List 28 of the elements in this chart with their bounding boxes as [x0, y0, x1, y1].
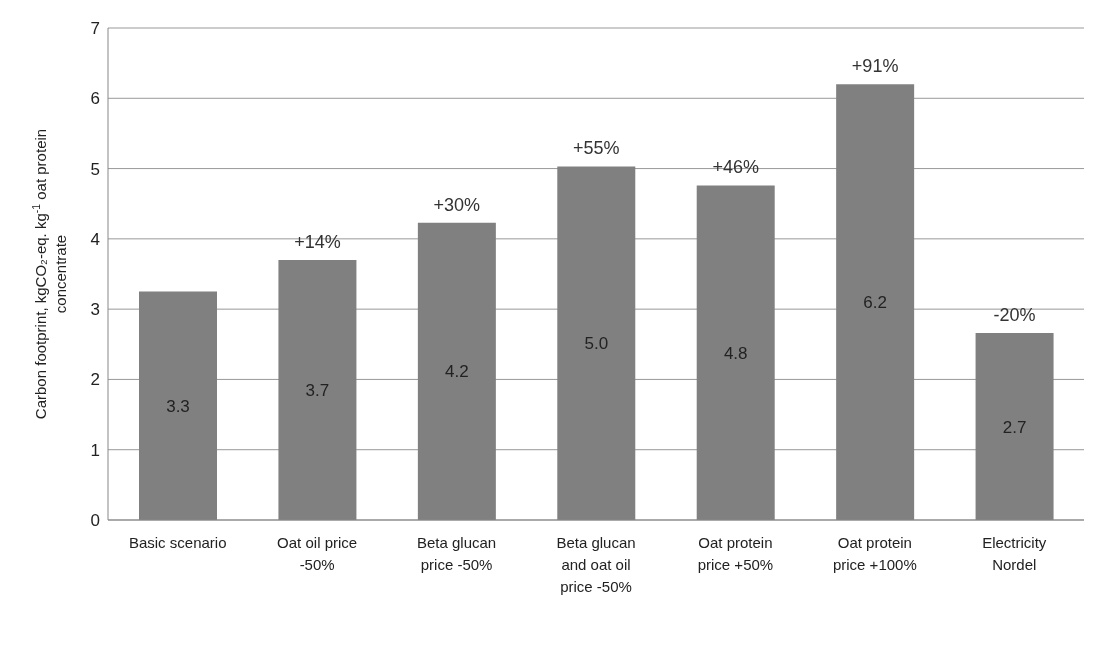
- annotation: +46%: [712, 157, 759, 178]
- y-tick-label: 0: [90, 511, 100, 531]
- data-label: 6.2: [863, 293, 887, 313]
- data-label: 3.3: [166, 396, 190, 416]
- x-tick-label: Electricity Nordel: [982, 534, 1047, 573]
- data-label: 4.2: [445, 362, 469, 382]
- data-label: 3.7: [305, 380, 330, 400]
- y-tick-label: 6: [90, 89, 100, 109]
- annotation: +14%: [294, 231, 341, 252]
- x-tick-label: Oat protein price +50%: [697, 534, 774, 573]
- y-tick-label: 3: [90, 300, 100, 320]
- y-tick-label: 7: [90, 19, 100, 39]
- annotation: +55%: [573, 138, 620, 159]
- y-tick-label: 4: [90, 229, 100, 249]
- x-tick-label: Beta glucan and oat oil price -50%: [556, 534, 636, 595]
- data-label: 2.7: [1002, 417, 1027, 437]
- annotation: +91%: [851, 56, 899, 77]
- x-tick-label: Basic scenario: [128, 534, 227, 551]
- data-label: 4.8: [723, 343, 748, 363]
- x-tick-label: Oat oil price -50%: [277, 534, 358, 573]
- x-tick-label: Oat protein price +100%: [832, 534, 917, 573]
- y-tick-label: 5: [90, 159, 100, 179]
- data-label: 5.0: [584, 334, 609, 354]
- y-tick-label: 1: [90, 440, 100, 460]
- y-tick-label: 2: [90, 370, 100, 390]
- annotation: +30%: [433, 194, 481, 215]
- x-tick-label: Beta glucan price -50%: [416, 534, 497, 573]
- annotation: -20%: [993, 305, 1036, 326]
